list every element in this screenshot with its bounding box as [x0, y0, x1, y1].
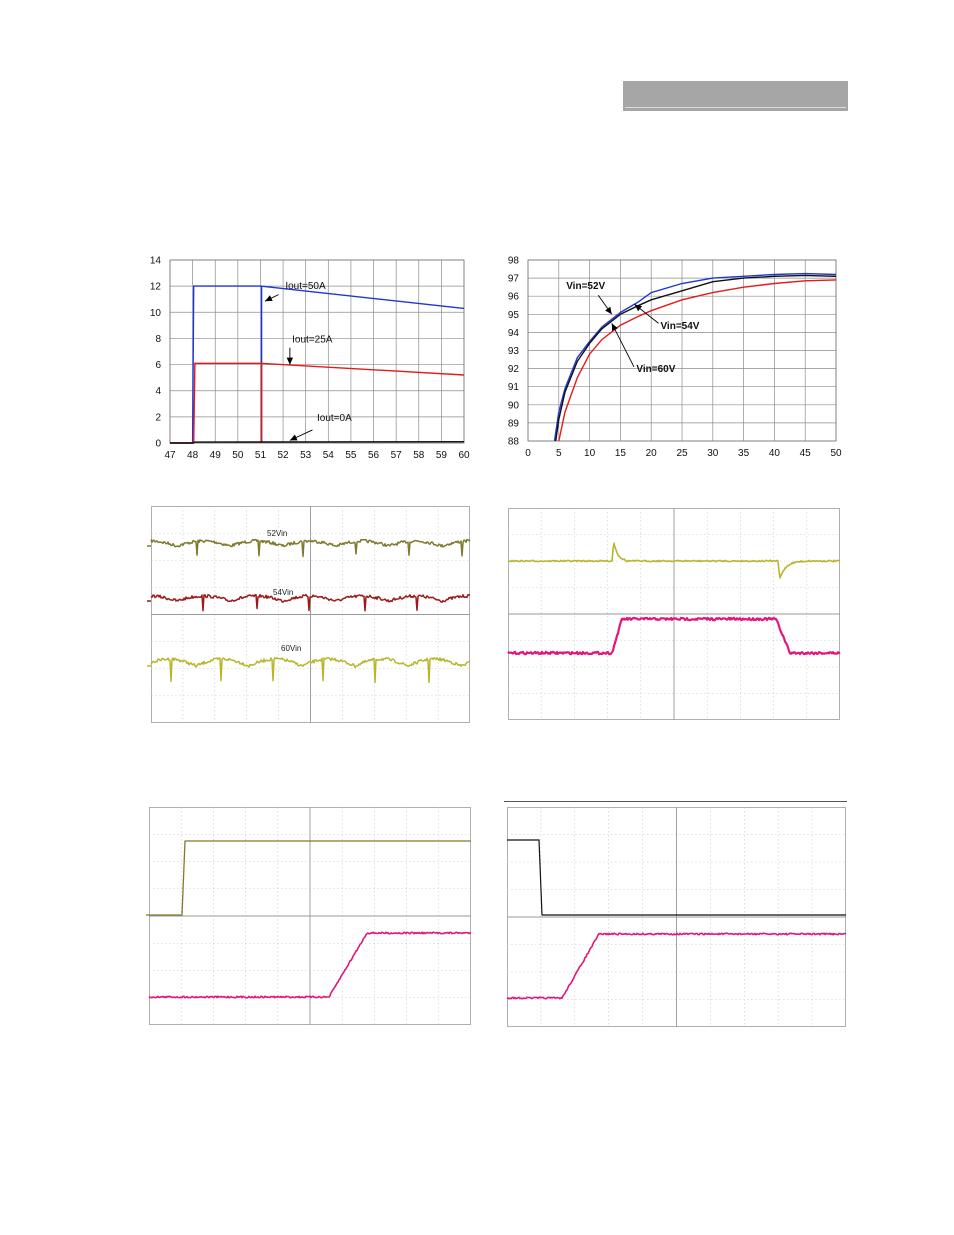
efficiency-annotation-arrow — [611, 323, 635, 367]
current-x-tick: 52 — [278, 450, 290, 461]
current-y-tick: 6 — [155, 360, 161, 371]
current-y-tick: 14 — [150, 256, 162, 267]
enable-output-trace — [506, 932, 847, 1000]
current-y-tick: 10 — [150, 308, 162, 319]
ripple-label: 52Vin — [267, 529, 287, 538]
section-rule — [504, 801, 847, 802]
current-series-line — [170, 441, 465, 444]
efficiency-x-tick: 40 — [769, 448, 781, 459]
efficiency-x-tick: 30 — [707, 448, 719, 459]
current-arrowhead — [264, 295, 273, 302]
current-x-tick: 51 — [255, 450, 267, 461]
enable-scope — [506, 807, 847, 1027]
current-x-tick: 49 — [210, 450, 222, 461]
current-x-tick: 55 — [345, 450, 357, 461]
current-x-tick: 54 — [323, 450, 335, 461]
efficiency-y-tick: 94 — [508, 328, 520, 339]
efficiency-y-tick: 97 — [508, 274, 520, 285]
efficiency-series-line — [555, 274, 837, 442]
efficiency-y-tick: 98 — [508, 256, 520, 267]
current-arrowhead — [289, 434, 298, 441]
efficiency-y-tick: 89 — [508, 418, 520, 429]
current-x-tick: 53 — [300, 450, 312, 461]
ripple-label: 60Vin — [281, 644, 301, 653]
efficiency-x-tick: 20 — [646, 448, 658, 459]
ripple-trace — [150, 593, 471, 612]
ripple-label: 54Vin — [273, 588, 293, 597]
transient-current-trace — [507, 616, 841, 656]
current-annotation: Iout=0A — [317, 413, 352, 424]
efficiency-y-tick: 92 — [508, 364, 520, 375]
header-bar — [623, 81, 848, 111]
current-chart: 47 48 49 50 51 52 53 54 55 56 57 58 59 60 0 2 4 6 8 10 12 14 I… — [150, 256, 470, 462]
current-series-line — [170, 362, 465, 444]
efficiency-x-tick: 5 — [556, 448, 562, 459]
efficiency-x-tick: 0 — [525, 448, 531, 459]
efficiency-y-tick: 95 — [508, 310, 520, 321]
efficiency-annotation: Vin=60V — [636, 364, 675, 375]
startup-scope — [146, 807, 472, 1025]
efficiency-annotation: Vin=54V — [660, 321, 699, 332]
ripple-trace — [150, 656, 471, 684]
ripple-trace — [150, 538, 471, 558]
enable-signal-trace — [507, 839, 846, 916]
current-y-tick: 12 — [150, 282, 162, 293]
current-annotation: Iout=25A — [292, 334, 333, 345]
current-x-tick: 58 — [413, 450, 425, 461]
efficiency-chart: 0 5 10 15 20 25 30 35 40 45 50 88 89 90 91 92 93 94 95 96 97… — [508, 256, 842, 460]
current-y-tick: 4 — [155, 386, 161, 397]
current-x-tick: 59 — [436, 450, 448, 461]
efficiency-arrowhead — [611, 323, 618, 332]
efficiency-x-tick: 50 — [830, 448, 842, 459]
transient-scope — [507, 508, 841, 720]
transient-voltage-trace — [507, 542, 841, 579]
efficiency-x-tick: 10 — [584, 448, 596, 459]
efficiency-y-tick: 93 — [508, 346, 520, 357]
efficiency-x-tick: 25 — [676, 448, 688, 459]
current-x-tick: 60 — [458, 450, 470, 461]
header-rule — [625, 107, 846, 108]
efficiency-annotation: Vin=52V — [566, 281, 605, 292]
current-y-tick: 2 — [155, 412, 161, 423]
efficiency-y-tick: 88 — [508, 437, 520, 448]
efficiency-arrowhead — [605, 306, 612, 315]
efficiency-series-line — [558, 279, 837, 442]
ripple-scope: 52Vin 54Vin 60Vin — [147, 506, 471, 723]
efficiency-y-tick: 90 — [508, 400, 520, 411]
current-x-tick: 50 — [232, 450, 244, 461]
current-y-tick: 0 — [155, 439, 161, 450]
current-arrowhead — [286, 357, 294, 365]
efficiency-series-line — [553, 272, 837, 442]
efficiency-x-tick: 45 — [800, 448, 812, 459]
efficiency-y-tick: 96 — [508, 292, 520, 303]
current-y-tick: 8 — [155, 334, 161, 345]
startup-enable-trace — [146, 840, 471, 916]
current-plot-frame — [169, 259, 465, 444]
current-annotation: Iout=50A — [285, 281, 326, 292]
efficiency-y-tick: 91 — [508, 382, 520, 393]
current-x-tick: 47 — [164, 450, 176, 461]
efficiency-x-tick: 15 — [615, 448, 627, 459]
current-x-tick: 56 — [368, 450, 380, 461]
efficiency-x-tick: 35 — [738, 448, 750, 459]
current-x-tick: 48 — [187, 450, 199, 461]
current-x-tick: 57 — [391, 450, 403, 461]
efficiency-arrowhead — [634, 304, 643, 312]
startup-output-trace — [148, 931, 472, 999]
efficiency-plot-frame — [527, 259, 837, 442]
